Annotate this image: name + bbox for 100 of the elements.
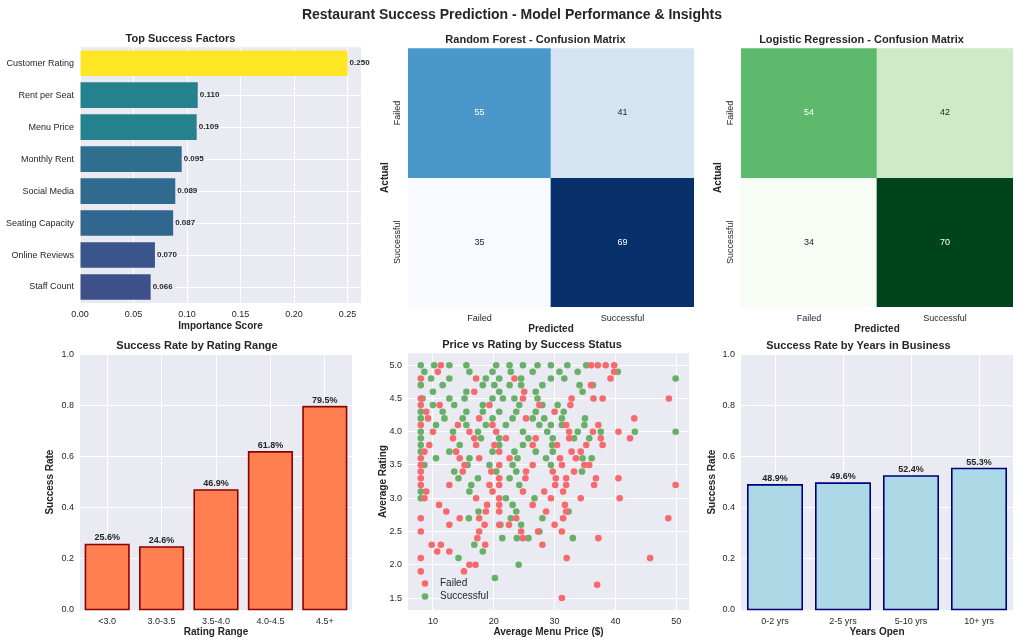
data-label: 25.6% [94, 532, 120, 543]
data-label: 70 [939, 236, 951, 247]
data-label: 69 [617, 236, 628, 247]
y-axis-title: Success Rate [705, 449, 717, 515]
x-axis-title: Predicted [854, 322, 900, 334]
x-axis-title: Years Open [849, 625, 905, 637]
y-tick-label: 1.0 [722, 348, 735, 359]
data-label: 0.089 [177, 186, 198, 196]
chart-title: Top Success Factors [125, 31, 236, 44]
y-axis-title: Average Rating [376, 445, 388, 519]
x-tick-label: 50 [671, 615, 682, 626]
y-tick-label: Online Reviews [11, 249, 75, 260]
x-tick-label: 0-2 yrs [761, 615, 790, 626]
bar [80, 114, 197, 140]
bar [80, 146, 182, 172]
data-label: 0.087 [175, 218, 196, 228]
y-tick-label: 0.2 [61, 553, 74, 564]
x-tick-label: 0.15 [231, 308, 250, 319]
x-axis-title: Importance Score [178, 319, 264, 331]
data-label: 34 [803, 236, 815, 247]
y-tick-label: Monthly Rent [20, 153, 75, 164]
y-tick-label: 0.0 [722, 604, 735, 615]
x-tick-label: <3.0 [98, 615, 117, 626]
data-label: 0.250 [349, 58, 371, 68]
data-label: 0.070 [156, 250, 178, 260]
chart-title: Success Rate by Years in Business [766, 338, 951, 351]
y-tick-label: 0.4 [722, 502, 735, 513]
legend-label: Successful [440, 590, 489, 602]
y-tick-label: Seating Capacity [5, 217, 75, 228]
x-tick-label: 5-10 yrs [894, 615, 928, 626]
data-label: 55 [474, 107, 485, 118]
x-tick-label: 0.00 [71, 308, 89, 319]
y-tick-label: Failed [392, 100, 403, 126]
data-label: 49.6% [830, 471, 856, 482]
x-tick-label: 4.0-4.5 [256, 615, 285, 626]
y-tick-label: 0.2 [722, 553, 735, 564]
data-label: 55.3% [966, 456, 992, 467]
data-label: 0.110 [199, 90, 220, 100]
y-tick-label: Successful [392, 220, 403, 265]
x-tick-label: 10+ yrs [964, 615, 995, 626]
x-tick-label: 0.20 [285, 308, 303, 319]
text: Restaurant Success Prediction - Model Performance & Insights [301, 6, 723, 22]
legend-label: Failed [440, 577, 468, 589]
y-tick-label: Successful [725, 220, 736, 265]
y-tick-label: Failed [725, 100, 736, 126]
data-label: 54 [803, 107, 815, 118]
chart-title: Random Forest - Confusion Matrix [445, 32, 627, 45]
y-axis-title: Actual [711, 162, 723, 193]
data-label: 35 [474, 236, 485, 247]
data-label: 0.109 [198, 122, 220, 132]
x-tick-label: 40 [610, 615, 621, 626]
bar [80, 82, 198, 108]
x-tick-label: Failed [796, 312, 822, 323]
y-tick-label: 1.5 [389, 592, 402, 603]
x-tick-label: Failed [467, 312, 492, 323]
chart-title: Logistic Regression - Confusion Matrix [759, 32, 965, 45]
x-tick-label: Successful [600, 312, 645, 323]
x-tick-label: 20 [488, 615, 499, 626]
x-tick-label: 0.25 [338, 308, 357, 319]
y-tick-label: Menu Price [28, 121, 74, 132]
y-tick-label: 0.8 [722, 399, 735, 410]
x-axis-title: Rating Range [183, 625, 249, 637]
y-tick-label: 1.0 [61, 348, 74, 359]
y-axis-title: Actual [378, 162, 390, 193]
x-tick-label: 30 [549, 615, 560, 626]
y-tick-label: 0.6 [722, 451, 735, 461]
y-tick-label: 2.0 [389, 559, 402, 570]
bar [80, 210, 174, 236]
data-label: 41 [617, 107, 628, 118]
y-tick-label: 0.8 [61, 399, 74, 410]
y-tick-label: Customer Rating [6, 57, 74, 68]
data-label: 0.095 [183, 154, 205, 164]
y-tick-label: Staff Count [29, 281, 75, 292]
y-tick-label: 3.5 [389, 459, 402, 470]
y-tick-label: 0.0 [61, 604, 74, 615]
x-tick-label: Successful [923, 312, 967, 323]
y-tick-label: 0.4 [61, 502, 74, 513]
x-tick-label: 10 [427, 615, 438, 626]
x-tick-label: 4.5+ [315, 615, 334, 626]
data-label: 46.9% [203, 478, 229, 489]
data-label: 24.6% [148, 535, 175, 546]
chart-title: Success Rate by Rating Range [116, 338, 278, 351]
y-tick-label: Social Media [22, 185, 74, 196]
y-axis-title: Success Rate [43, 449, 55, 515]
y-tick-label: 5.0 [389, 359, 402, 370]
data-label: 52.4% [898, 463, 924, 474]
y-tick-label: 4.5 [389, 392, 402, 403]
data-label: 61.8% [257, 439, 284, 450]
data-label: 79.5% [312, 394, 338, 405]
data-label: 0.066 [152, 282, 174, 292]
data-label: 42 [939, 107, 951, 118]
x-tick-label: 3.0-3.5 [147, 615, 176, 626]
y-tick-label: 3.0 [389, 492, 402, 503]
y-tick-label: 0.6 [61, 451, 74, 461]
x-tick-label: 0.05 [124, 308, 143, 319]
y-tick-label: Rent per Seat [18, 89, 75, 100]
bar [80, 178, 176, 204]
x-tick-label: 2-5 yrs [829, 615, 858, 626]
bar [80, 242, 155, 268]
x-axis-title: Predicted [528, 322, 574, 334]
